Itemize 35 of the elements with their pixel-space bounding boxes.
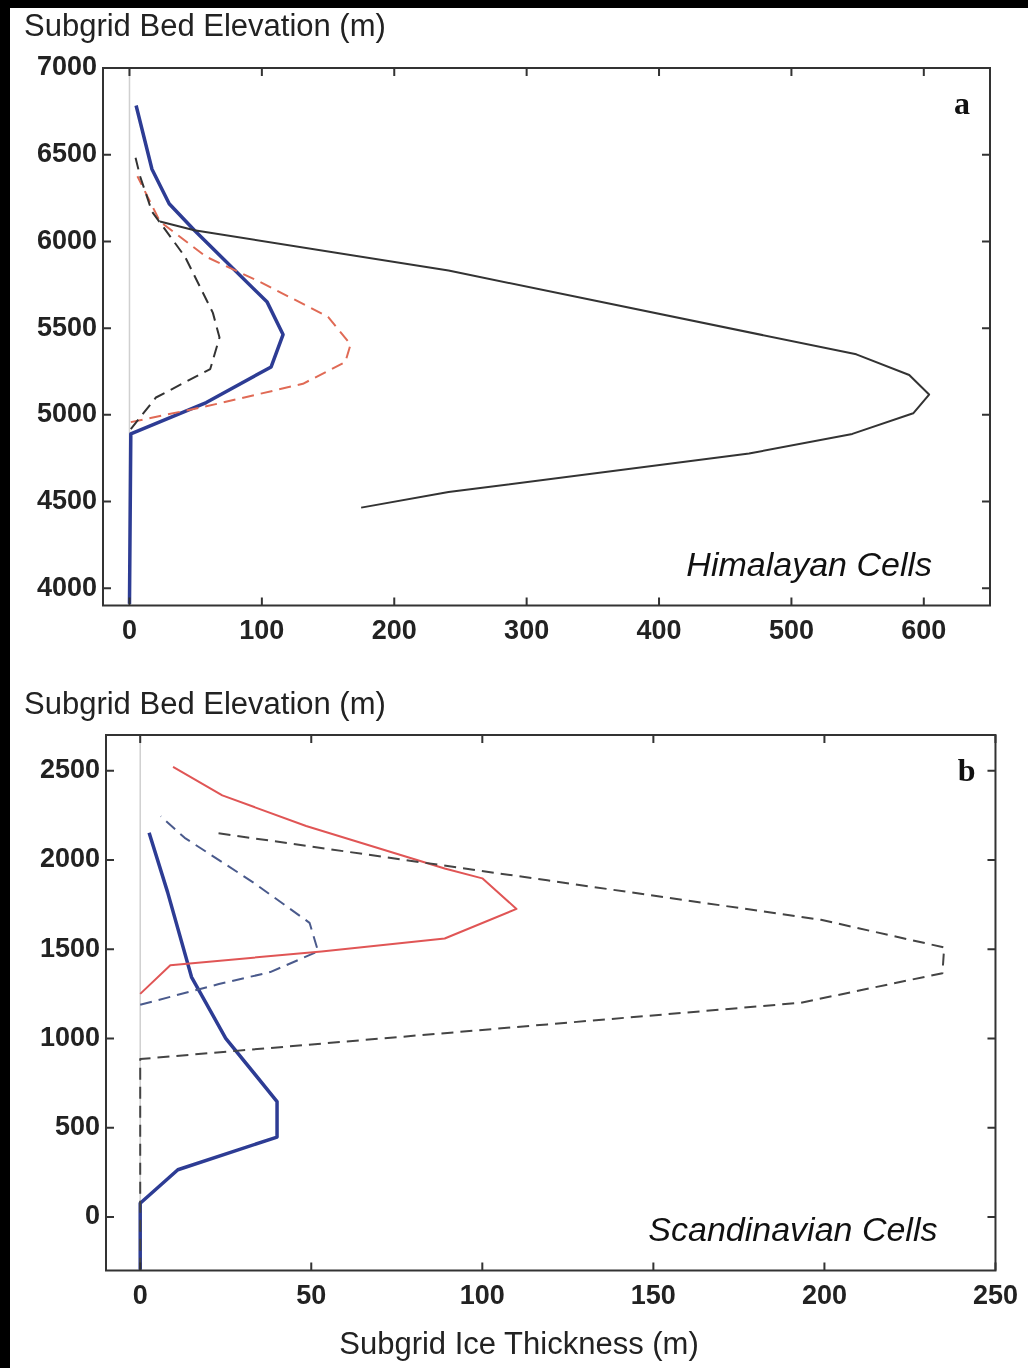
- x-tick-label: 100: [239, 615, 285, 646]
- x-tick-label: 50: [296, 1280, 327, 1311]
- line-series: [139, 815, 320, 1006]
- x-tick-label: 200: [371, 615, 417, 646]
- x-tick-label: 0: [121, 615, 137, 646]
- y-tick-label: 500: [54, 1111, 100, 1142]
- x-tick-label: 100: [459, 1280, 505, 1311]
- x-tick-label: 500: [768, 615, 814, 646]
- x-tick-label: 300: [504, 615, 550, 646]
- x-tick-label: 200: [801, 1280, 847, 1311]
- y-tick-label: 5500: [36, 311, 97, 342]
- x-tick-label: 0: [132, 1280, 148, 1311]
- y-tick-label: 1500: [39, 932, 100, 963]
- y-tick-label: 6000: [36, 224, 97, 255]
- x-tick-label: 600: [901, 615, 947, 646]
- annotation: Scandinavian Cells: [648, 1210, 938, 1249]
- y-tick-label: 2000: [39, 843, 100, 874]
- y-axis-title: Subgrid Bed Elevation (m): [24, 8, 386, 44]
- annotation: Himalayan Cells: [686, 545, 932, 584]
- x-axis-title: Subgrid Ice Thickness (m): [338, 1326, 700, 1362]
- x-tick-label: 150: [630, 1280, 676, 1311]
- y-axis-title: Subgrid Bed Elevation (m): [24, 686, 386, 722]
- y-tick-label: 1000: [39, 1021, 100, 1052]
- line-series: [129, 175, 352, 424]
- y-tick-label: 0: [84, 1200, 100, 1231]
- y-tick-label: 6500: [36, 138, 97, 169]
- annotation: a: [954, 85, 970, 122]
- x-tick-label: 400: [636, 615, 682, 646]
- annotation: b: [957, 752, 976, 789]
- y-tick-label: 4000: [36, 571, 97, 602]
- y-tick-label: 5000: [36, 398, 97, 429]
- y-tick-label: 7000: [36, 51, 97, 82]
- x-tick-label: 250: [972, 1280, 1019, 1311]
- y-tick-label: 2500: [39, 754, 100, 785]
- y-tick-label: 4500: [36, 485, 97, 515]
